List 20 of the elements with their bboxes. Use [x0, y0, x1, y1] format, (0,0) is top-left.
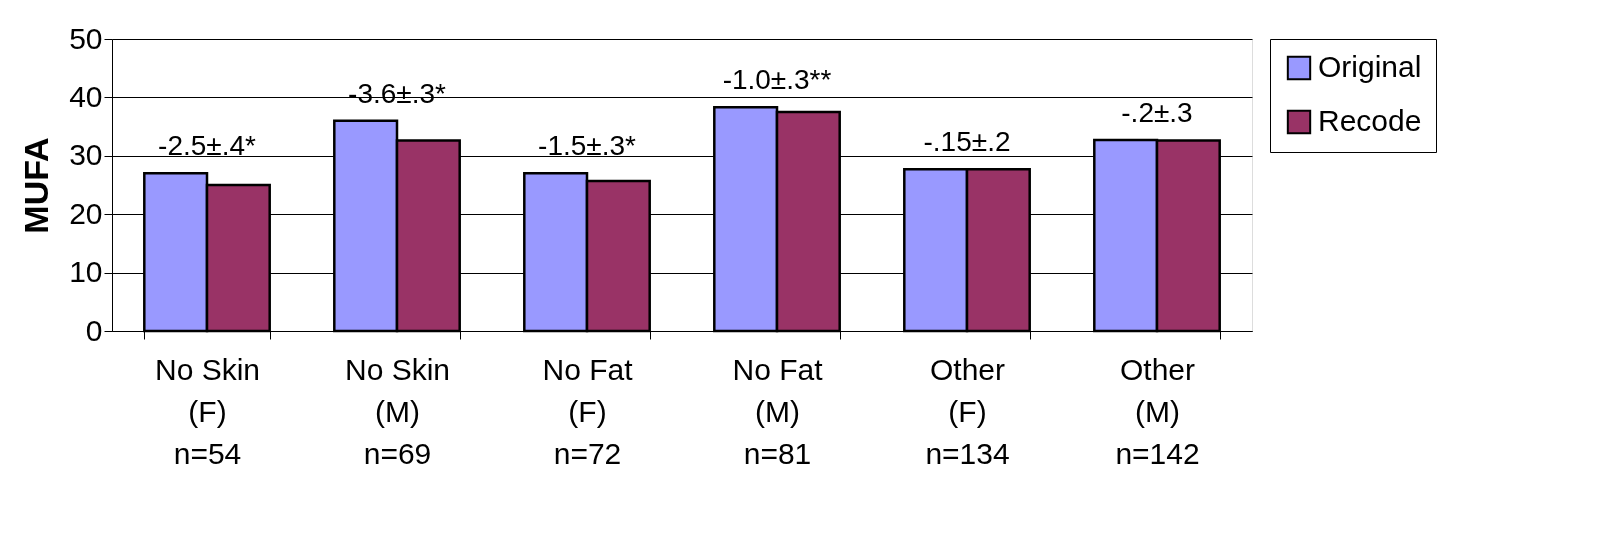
y-tick-label: 0 — [85, 313, 103, 347]
x-tick-label: Other (M) n=142 — [1115, 352, 1200, 470]
x-tick-label: Other (F) n=134 — [925, 352, 1010, 470]
x-tick-label: No Fat (F) n=72 — [542, 352, 634, 470]
y-axis-title: MUFA — [17, 137, 56, 234]
legend-label: Recode — [1318, 104, 1422, 137]
x-tick-label: No Skin (F) n=54 — [154, 352, 261, 470]
y-tick-label: 10 — [69, 255, 103, 289]
annotation: -1.0±.3** — [722, 64, 832, 96]
annotation: -.2±.3 — [1121, 97, 1193, 129]
y-tick-label: 20 — [69, 196, 103, 230]
annotation: -1.5±.3* — [538, 130, 637, 162]
x-tick-label: No Fat (M) n=81 — [732, 352, 824, 470]
y-tick-label: 30 — [69, 138, 103, 172]
x-tick-label: No Skin (M) n=69 — [344, 352, 451, 470]
annotation: -2.5±.4* — [158, 130, 257, 162]
y-tick-label: 40 — [69, 79, 103, 113]
annotation: -.15±.2 — [923, 126, 1011, 158]
y-tick-label: 50 — [69, 21, 103, 55]
legend-label: Original — [1318, 50, 1422, 83]
